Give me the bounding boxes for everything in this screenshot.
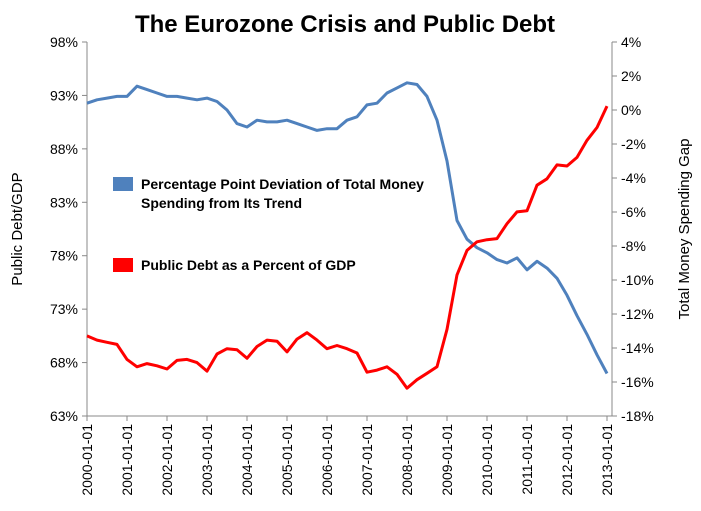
y2-tick-label: 2%: [621, 68, 641, 84]
y2-axis-label: Total Money Spending Gap: [676, 139, 693, 320]
x-tick-label: 2005-01-01: [279, 424, 295, 496]
y2-tick-label: -12%: [621, 306, 654, 322]
x-tick-label: 2000-01-01: [79, 424, 95, 496]
y-tick-label: 88%: [50, 141, 78, 157]
x-tick-label: 2013-01-01: [599, 424, 615, 496]
x-tick-label: 2011-01-01: [519, 424, 535, 495]
series-line: [86, 105, 609, 390]
x-tick-label: 2009-01-01: [439, 424, 455, 496]
x-tick-label: 2010-01-01: [479, 424, 495, 496]
y-tick-label: 78%: [50, 248, 78, 264]
x-tick-label: 2003-01-01: [199, 424, 215, 496]
y-tick-label: 98%: [50, 34, 78, 50]
x-tick-label: 2008-01-01: [399, 424, 415, 496]
x-tick-label: 2002-01-01: [159, 424, 175, 496]
y2-tick-label: -16%: [621, 374, 654, 390]
x-tick-label: 2006-01-01: [319, 424, 335, 496]
y-axis-label: Public Debt/GDP: [9, 172, 26, 285]
y2-tick-label: -4%: [621, 170, 646, 186]
x-tick-label: 2001-01-01: [119, 424, 135, 496]
legend-item: Percentage Point Deviation of Total Mone…: [113, 175, 453, 213]
legend-label: Public Debt as a Percent of GDP: [141, 257, 356, 273]
legend-label: Percentage Point Deviation of Total Mone…: [141, 176, 424, 211]
y-tick-label: 63%: [50, 408, 78, 424]
x-tick-label: 2012-01-01: [559, 424, 575, 496]
y-tick-label: 73%: [50, 301, 78, 317]
y2-tick-label: -14%: [621, 340, 654, 356]
y2-tick-label: -18%: [621, 408, 654, 424]
y2-tick-label: -8%: [621, 238, 646, 254]
legend-swatch: [113, 177, 133, 191]
y-tick-label: 83%: [50, 194, 78, 210]
legend-item: Public Debt as a Percent of GDP: [113, 256, 453, 275]
y2-tick-label: 0%: [621, 102, 641, 118]
y-tick-label: 68%: [50, 355, 78, 371]
y-tick-label: 93%: [50, 87, 78, 103]
x-tick-label: 2007-01-01: [359, 424, 375, 496]
legend-swatch: [113, 258, 133, 272]
y2-tick-label: -10%: [621, 272, 654, 288]
y2-tick-label: -6%: [621, 204, 646, 220]
y2-tick-label: 4%: [621, 34, 641, 50]
y2-tick-label: -2%: [621, 136, 646, 152]
chart-title: The Eurozone Crisis and Public Debt: [135, 11, 555, 38]
x-tick-label: 2004-01-01: [239, 424, 255, 496]
series-line: [86, 81, 609, 375]
